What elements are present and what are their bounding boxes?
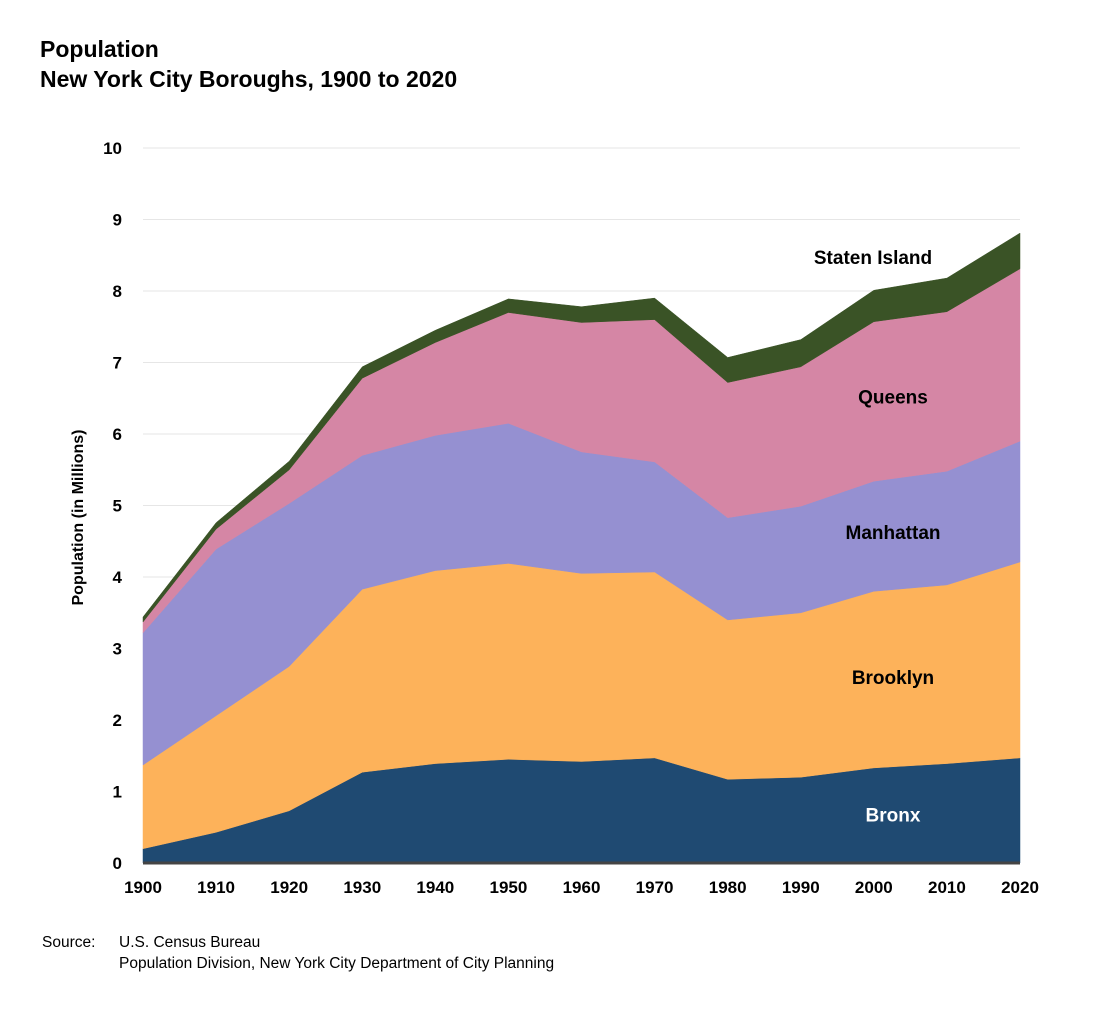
x-tick-label: 1930 (343, 878, 381, 897)
x-tick-label: 1990 (782, 878, 820, 897)
source-label: Source: (42, 934, 96, 951)
series-label-manhattan: Manhattan (846, 523, 941, 544)
x-tick-label: 1980 (709, 878, 747, 897)
y-axis-label: Population (in Millions) (70, 430, 87, 606)
source-line-2: Population Division, New York City Depar… (119, 955, 555, 972)
series-label-queens: Queens (858, 387, 928, 408)
y-tick-label: 8 (113, 282, 122, 301)
series-label-bronx: Bronx (866, 805, 921, 826)
y-tick-label: 1 (113, 783, 122, 802)
x-tick-label: 1910 (197, 878, 235, 897)
x-tick-label: 1900 (124, 878, 162, 897)
source-line-1: U.S. Census Bureau (119, 934, 261, 951)
x-tick-label: 1960 (563, 878, 601, 897)
y-tick-label: 7 (113, 354, 122, 373)
x-tick-label: 2010 (928, 878, 966, 897)
chart-title-line-1: Population (40, 36, 159, 62)
y-tick-label: 9 (113, 211, 122, 230)
x-tick-label: 1950 (490, 878, 528, 897)
series-label-staten-island: Staten Island (814, 248, 932, 269)
x-tick-label: 2020 (1001, 878, 1039, 897)
x-tick-label: 1970 (636, 878, 674, 897)
x-tick-label: 1920 (270, 878, 308, 897)
y-tick-label: 10 (103, 139, 122, 158)
y-tick-label: 6 (113, 425, 122, 444)
y-tick-label: 4 (113, 568, 123, 587)
chart-title-line-2: New York City Boroughs, 1900 to 2020 (40, 66, 458, 92)
y-tick-label: 5 (113, 497, 122, 516)
x-tick-label: 2000 (855, 878, 893, 897)
y-tick-label: 3 (113, 640, 122, 659)
area-staten-island (142, 232, 1021, 623)
series-label-brooklyn: Brooklyn (852, 668, 934, 689)
y-tick-label: 2 (113, 711, 122, 730)
y-tick-label: 0 (113, 854, 122, 873)
x-tick-label: 1940 (416, 878, 454, 897)
chart-title: Population New York City Boroughs, 1900 … (40, 34, 457, 94)
